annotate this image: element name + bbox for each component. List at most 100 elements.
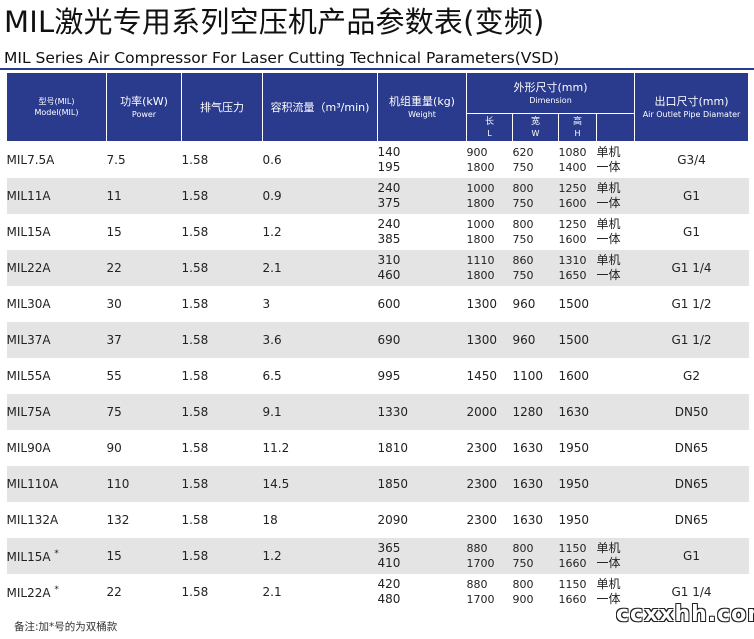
weight-cell-value: 385: [377, 232, 401, 246]
table-row: MIL22A 22 1.58 2.1 310 460 1110 1800 860 750 1310 1…: [6, 250, 749, 286]
height-cell: 1310 1650: [558, 250, 597, 286]
height-cell-value: 1630: [558, 404, 590, 419]
outlet-cell: DN65: [634, 466, 749, 502]
type-cell-value: 一体: [596, 196, 621, 210]
power-cell: 132: [106, 513, 130, 527]
height-cell: 1950: [559, 502, 597, 538]
flow-cell: 6.5: [262, 369, 282, 383]
flow-cell: 0.9: [262, 178, 378, 214]
power-cell: 30: [106, 297, 122, 311]
length-cell: 2000: [466, 394, 513, 430]
table-row: MIL75A 75 1.58 9.1 1330 2000 1280 1630 DN50: [6, 394, 749, 430]
page-subtitle: MIL Series Air Compressor For Laser Cutt…: [4, 49, 560, 67]
table-row: MIL37A 37 1.58 3.6 690 1300 960 1500 G1 1/2: [6, 322, 749, 358]
col-outlet: 出口尺寸(mm) Air Outlet Pipe Diamater: [634, 72, 750, 142]
length-cell: 1110 1800: [466, 250, 513, 286]
length-cell-value: 1300: [466, 296, 498, 311]
table-row: MIL30A 30 1.58 3 600 1300 960 1500 G1 1/2: [7, 286, 749, 322]
height-cell: 1950: [558, 466, 597, 502]
type-cell-value: 单机: [596, 253, 621, 267]
type-cell: [596, 466, 635, 502]
weight-cell: 2090: [378, 502, 467, 538]
model-cell: MIL22A: [6, 250, 107, 286]
weight-cell-value: 375: [377, 196, 401, 210]
header-row: 型号(MIL) Model(MIL) 功率(kW) Power 排气压力 容积流…: [6, 72, 750, 142]
type-cell: [597, 430, 635, 466]
weight-cell-value: 410: [377, 556, 401, 570]
pressure-cell: 1.58: [181, 369, 209, 383]
weight-cell: 1850: [377, 466, 467, 502]
model-cell: MIL37A: [6, 322, 107, 358]
pressure-cell: 1.58: [181, 513, 209, 527]
table-row: MIL15A 15 1.58 1.2 240 385 1000 1800 800 750 1250 1…: [7, 214, 749, 250]
length-cell-value: 1110: [466, 254, 495, 267]
type-cell: 单机 一体: [597, 214, 635, 250]
pressure-cell: 1.58: [181, 297, 209, 311]
length-cell-value: 880: [466, 542, 488, 555]
length-cell: 2300: [467, 430, 513, 466]
table-row: MIL110A 110 1.58 14.5 1850 2300 1630 1950 DN65: [6, 466, 749, 502]
width-cell-value: 800: [512, 182, 534, 195]
pressure-cell: 1.58: [181, 585, 209, 599]
type-cell-value: 单机: [596, 577, 621, 591]
col-power: 功率(kW) Power: [106, 72, 182, 142]
pressure-cell: 1.58: [181, 394, 263, 430]
width-cell-value: 860: [512, 254, 534, 267]
pressure-cell: 1.58: [181, 441, 209, 455]
height-cell: 1250 1600: [558, 178, 597, 214]
width-cell: 860 750: [512, 250, 559, 286]
model-name: MIL30A: [6, 297, 51, 311]
flow-cell: 1.2: [262, 225, 282, 239]
type-cell-value: 一体: [596, 268, 621, 282]
type-cell: 单机 一体: [597, 574, 635, 610]
height-cell-value: 1500: [558, 296, 590, 311]
power-cell: 55: [106, 369, 122, 383]
width-cell-value: 800: [512, 218, 534, 231]
weight-cell-value: 2090: [377, 512, 409, 527]
length-cell: 900 1800: [467, 142, 513, 179]
power-cell: 11: [106, 178, 182, 214]
flow-cell: 3: [262, 297, 271, 311]
table-body: MIL7.5A 7.5 1.58 0.6 140 195 900 1800 620 750 1080…: [6, 142, 749, 611]
model-name: MIL15A: [6, 549, 51, 564]
width-cell-value: 620: [512, 146, 534, 159]
weight-cell-value: 365: [377, 541, 401, 555]
height-cell: 1500: [558, 322, 597, 358]
width-cell: 620 750: [513, 142, 559, 179]
flow-cell: 11.2: [262, 441, 290, 455]
weight-cell-value: 600: [377, 296, 401, 311]
weight-cell-value: 1850: [377, 476, 409, 491]
length-cell-value: 1000: [466, 182, 495, 195]
power-cell: 15: [106, 538, 182, 574]
weight-cell: 310 460: [377, 250, 467, 286]
type-cell: [596, 394, 635, 430]
length-cell-value: 900: [466, 146, 488, 159]
col-dimension: 外形尺寸(mm) Dimension: [465, 72, 636, 114]
type-cell-value: 单机: [596, 181, 621, 195]
height-cell-value: 1600: [558, 197, 587, 210]
col-length: 长 L: [466, 113, 513, 142]
outlet-cell: G1: [634, 178, 749, 214]
length-cell-value: 880: [466, 578, 488, 591]
outlet-cell: DN50: [634, 394, 749, 430]
length-cell-value: 2000: [466, 404, 498, 419]
flow-cell: 14.5: [262, 466, 378, 502]
width-cell-value: 750: [512, 269, 534, 282]
height-cell: 1950: [559, 430, 597, 466]
weight-cell: 600: [378, 286, 467, 322]
weight-cell-value: 240: [377, 181, 401, 195]
model-name: MIL55A: [6, 369, 51, 383]
length-cell-value: 1700: [466, 593, 495, 606]
height-cell-value: 1650: [558, 269, 587, 282]
width-cell-value: 900: [512, 593, 534, 606]
model-cell: MIL110A: [6, 466, 107, 502]
flow-cell: 2.1: [262, 250, 378, 286]
weight-cell-value: 460: [377, 268, 401, 282]
model-cell: MIL75A: [6, 394, 107, 430]
width-cell-value: 960: [512, 332, 536, 347]
power-cell: 110: [106, 466, 182, 502]
page-title: MIL激光专用系列空压机产品参数表(变频): [4, 5, 545, 39]
width-cell: 800 900: [513, 574, 559, 610]
width-cell: 1100: [513, 358, 559, 394]
model-cell: MIL22A *: [7, 574, 107, 610]
